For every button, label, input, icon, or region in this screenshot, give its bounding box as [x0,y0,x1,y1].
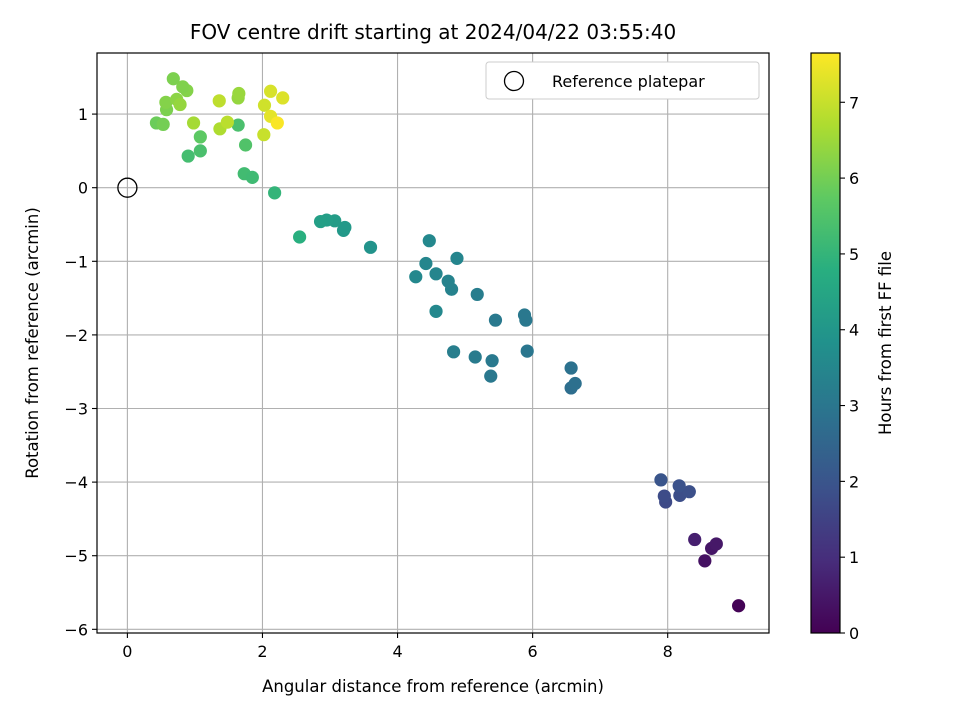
legend-box [485,61,760,100]
y-tick-label: 1 [78,105,88,124]
data-point [657,489,671,503]
data-point [257,128,271,142]
colorbar-tick-label: 1 [849,548,859,567]
data-point [709,537,723,551]
x-axis-ticks: 0 2 4 6 8 [122,633,673,661]
data-point [313,214,328,229]
y-tick-label: −6 [64,620,88,639]
data-point [564,361,578,375]
data-point [268,186,282,200]
data-point [688,532,702,547]
chart-title: FOV centre drift starting at 2024/04/22 … [190,20,676,44]
data-point [654,473,668,487]
data-point [193,130,207,144]
colorbar-tick-label: 2 [849,472,859,491]
data-point [517,308,532,322]
data-point [485,354,499,368]
data-point [159,95,173,109]
legend-label-reference: Reference platepar [552,72,705,91]
colorbar-tick-label: 0 [849,624,859,643]
y-tick-label: −1 [64,252,88,271]
data-point [173,97,187,112]
data-point [186,116,201,130]
data-point [181,149,195,163]
colorbar-tick-label: 5 [849,245,859,264]
data-point [156,117,170,131]
colorbar-gradient [810,52,841,634]
colorbar-tick-label: 3 [849,397,859,416]
plot-frame [96,52,770,634]
data-point [520,344,534,358]
x-tick-label: 6 [528,642,538,661]
y-tick-label: −4 [64,473,88,492]
grid [97,53,769,633]
data-point [446,345,461,359]
data-point [488,313,503,327]
data-point [166,72,180,86]
data-point [363,240,378,254]
colorbar-label: Hours from first FF file [876,251,895,435]
data-point [470,287,484,302]
data-point [276,91,290,105]
data-point [732,599,746,613]
colorbar-tick-label: 4 [849,321,859,340]
data-point [293,230,307,244]
x-tick-label: 8 [663,642,673,661]
data-point [468,350,482,364]
data-point [212,94,226,108]
data-points [149,72,746,613]
x-tick-label: 4 [392,642,402,661]
legend: Reference platepar [485,61,760,100]
data-point [176,80,190,94]
data-point [270,116,284,130]
colorbar: 0 1 2 3 4 5 6 7 Hours from first FF file [810,52,895,643]
reference-marker-group [117,177,138,198]
data-point [263,84,278,98]
data-point [682,485,696,499]
data-point [409,270,423,284]
data-point [338,220,352,235]
y-axis-ticks: 1 0 −1 −2 −3 −4 −5 −6 [64,105,97,639]
y-tick-label: 0 [78,179,88,198]
y-tick-label: −2 [64,326,88,345]
data-point [422,234,436,248]
x-tick-label: 0 [122,642,132,661]
y-tick-label: −5 [64,547,88,566]
data-point [672,479,686,493]
y-tick-label: −3 [64,400,88,419]
y-axis-label: Rotation from reference (arcmin) [23,207,42,479]
data-point [419,256,433,271]
colorbar-ticks: 0 1 2 3 4 5 6 7 [840,93,859,643]
data-point [450,251,464,265]
data-point [429,304,443,318]
colorbar-tick-label: 7 [849,93,859,112]
data-point [484,369,498,383]
data-point [429,267,443,281]
data-point [245,170,259,184]
reference-platepar-marker [117,177,138,198]
data-point [220,115,234,129]
data-point [193,144,207,158]
data-point [441,274,455,288]
data-point [698,554,712,568]
data-point [232,86,246,101]
data-point [568,376,582,391]
x-axis-label: Angular distance from reference (arcmin) [262,677,604,696]
colorbar-tick-label: 6 [849,169,859,188]
legend-reference-marker [503,70,525,92]
x-tick-label: 2 [257,642,267,661]
data-point [231,118,245,132]
data-point [257,98,272,112]
data-point [238,138,253,152]
